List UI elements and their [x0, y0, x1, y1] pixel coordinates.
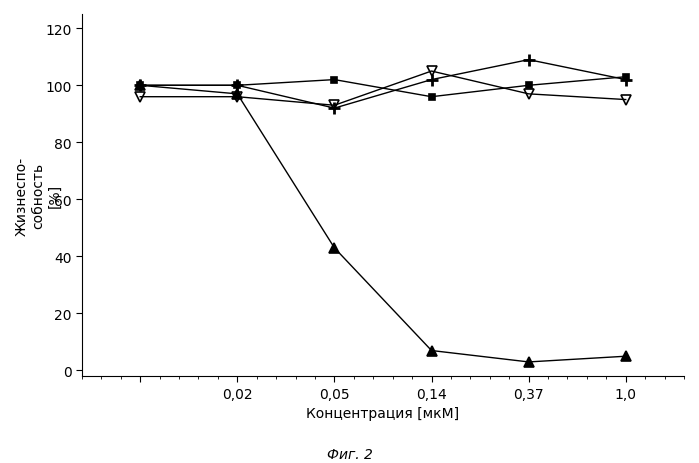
triangle_down	[136, 95, 145, 100]
square	[233, 83, 241, 89]
Text: Фиг. 2: Фиг. 2	[326, 447, 373, 461]
square	[136, 83, 145, 89]
triangle_up	[621, 354, 630, 359]
plus	[427, 78, 435, 83]
triangle_down	[524, 92, 533, 97]
plus	[233, 83, 241, 89]
plus	[524, 58, 533, 63]
Line: triangle_up: triangle_up	[136, 81, 630, 367]
Line: triangle_down: triangle_down	[136, 67, 630, 111]
Line: square: square	[137, 74, 629, 101]
triangle_down	[621, 98, 630, 103]
square	[524, 83, 533, 89]
Line: plus: plus	[134, 54, 632, 115]
triangle_down	[330, 103, 338, 109]
plus	[330, 106, 338, 112]
square	[427, 95, 435, 100]
triangle_up	[136, 83, 145, 89]
plus	[136, 83, 145, 89]
square	[621, 75, 630, 81]
Y-axis label: Жизнеспо-
собность
[%]: Жизнеспо- собность [%]	[15, 156, 62, 235]
triangle_down	[233, 95, 241, 100]
triangle_up	[233, 92, 241, 97]
triangle_up	[427, 348, 435, 354]
X-axis label: Концентрация [мкМ]: Концентрация [мкМ]	[306, 407, 459, 420]
square	[330, 78, 338, 83]
triangle_down	[427, 69, 435, 75]
plus	[621, 78, 630, 83]
triangle_up	[524, 359, 533, 365]
triangle_up	[330, 245, 338, 251]
